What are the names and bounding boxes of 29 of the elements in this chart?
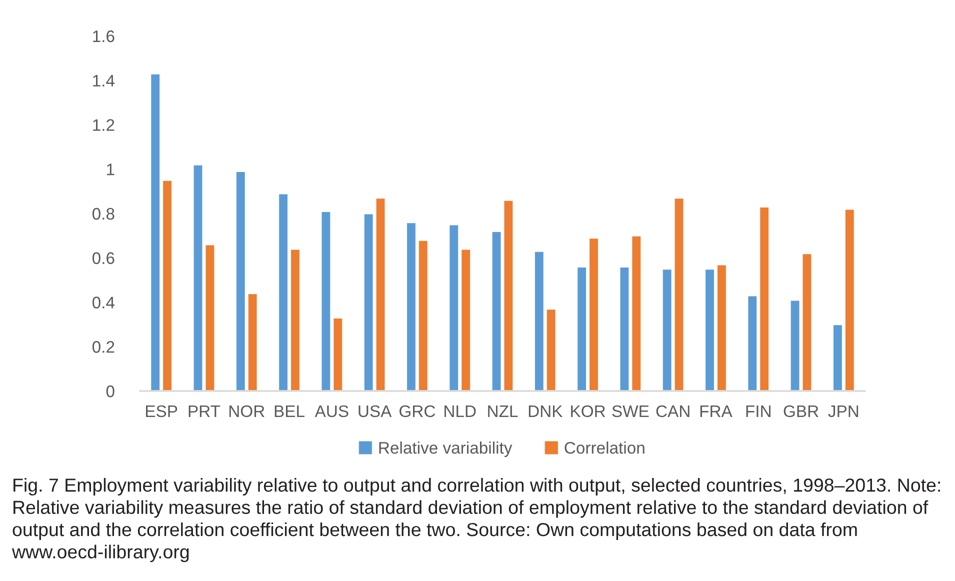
x-tick-label: SWE — [612, 405, 649, 418]
x-tick-label: GBR — [784, 405, 818, 418]
y-tick-label: 1.6 — [93, 30, 114, 42]
x-tick-label: NZL — [488, 406, 518, 417]
y-tick-label: 1.2 — [93, 119, 114, 131]
x-tick-label: NLD — [444, 406, 476, 417]
y-tick-label: 0.2 — [92, 341, 114, 353]
x-tick-label: AUS — [314, 405, 348, 418]
x-tick-label: PRT — [188, 406, 220, 417]
y-tick-label: 0.4 — [92, 296, 115, 308]
x-tick-label: ESP — [146, 405, 178, 418]
x-tick-label: NOR — [229, 405, 264, 418]
x-tick-label: FRA — [700, 406, 732, 417]
x-tick-label: CAN — [656, 405, 690, 418]
y-tick-label: 0.6 — [92, 252, 114, 264]
legend-label: Correlation — [564, 442, 644, 454]
x-tick-label: USA — [358, 405, 392, 418]
caption: Fig. 7 Employment variability relative to output and correlation with output, selected countries, 1998–2013. Note: Relative variability measures the ratio of standard deviation of employment relative to the standard deviation of output and the correlation coefficient between the two. Source: Own computations based on data from www.oecd-ilibrary.org — [12, 478, 940, 562]
x-tick-label: JPN — [828, 406, 858, 418]
y-tick-label: 0.8 — [92, 208, 114, 220]
y-tick-label: 1 — [107, 164, 114, 176]
x-tick-label: GRC — [400, 405, 436, 418]
x-tick-label: KOR — [571, 405, 606, 418]
x-tick-label: DNK — [528, 406, 563, 417]
y-tick-label: 1.4 — [93, 74, 115, 86]
x-tick-label: BEL — [274, 406, 304, 417]
legend-label: Relative variability — [379, 442, 512, 458]
x-tick-label: FIN — [746, 406, 770, 417]
y-tick-label: 0 — [106, 385, 114, 398]
